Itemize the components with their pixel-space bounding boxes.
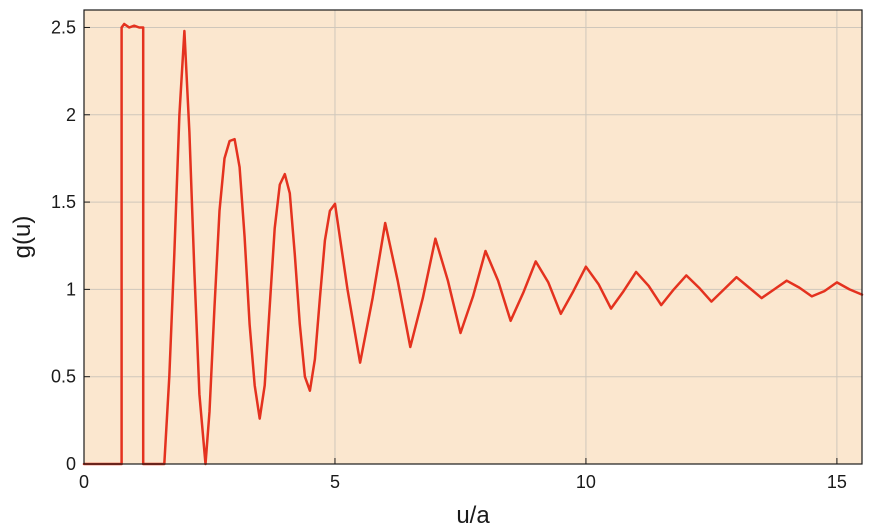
- x-tick-labels: 0 5 10 15: [79, 472, 847, 492]
- x-axis-label: u/a: [456, 502, 490, 529]
- y-tick-label: 0.5: [51, 367, 76, 387]
- tick-marks: [83, 26, 838, 465]
- plot-area-background: [84, 10, 862, 464]
- series-layer: [82, 22, 864, 466]
- plot-frame: [83, 9, 863, 465]
- series-line-g-u: [82, 22, 864, 466]
- x-tick-label: 5: [330, 472, 340, 492]
- grid-lines: [83, 10, 862, 465]
- y-axis-label: g(u): [9, 216, 36, 259]
- x-tick-label: 0: [79, 472, 89, 492]
- y-tick-label: 1.5: [51, 192, 76, 212]
- x-tick-label: 15: [827, 472, 847, 492]
- y-tick-label: 0: [66, 454, 76, 474]
- y-tick-label: 1: [66, 279, 76, 299]
- y-tick-label: 2: [66, 105, 76, 125]
- x-tick-label: 10: [576, 472, 596, 492]
- y-tick-label: 2.5: [51, 17, 76, 37]
- y-tick-labels: 0 0.5 1 1.5 2 2.5: [51, 17, 76, 474]
